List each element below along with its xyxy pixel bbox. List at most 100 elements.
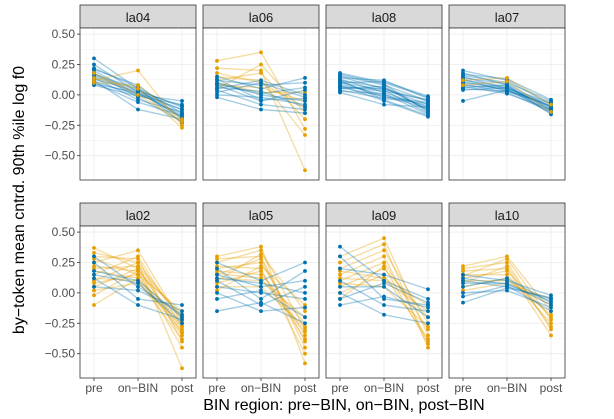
data-point: [505, 75, 509, 80]
data-point: [338, 78, 342, 83]
data-point: [303, 107, 307, 112]
panel-border: [79, 27, 197, 181]
data-point: [259, 62, 263, 67]
data-point: [136, 254, 140, 259]
data-point: [461, 281, 465, 286]
panel-la02: la02 0.50 0.25 0.00 −0.25 −0.50 pre on−BIN post: [45, 202, 197, 395]
data-point: [426, 105, 430, 109]
data-point: [549, 312, 553, 317]
data-point: [505, 260, 509, 265]
x-tick-label: pre: [208, 381, 226, 395]
data-point: [303, 315, 307, 320]
data-point: [549, 102, 553, 107]
data-point: [92, 260, 96, 265]
data-point: [549, 333, 553, 338]
data-point: [303, 309, 307, 314]
data-point: [505, 256, 509, 261]
data-point: [180, 125, 184, 130]
data-point: [215, 266, 219, 271]
data-point: [215, 71, 219, 75]
data-point: [92, 67, 96, 72]
data-point: [259, 244, 263, 249]
data-point: [136, 281, 140, 286]
data-point: [338, 278, 342, 283]
data-point: [136, 269, 140, 273]
data-point: [259, 71, 263, 75]
data-point: [92, 62, 96, 67]
data-point: [180, 99, 184, 103]
data-point: [180, 331, 184, 335]
data-point: [549, 305, 553, 310]
data-point: [303, 260, 307, 265]
y-tick-label: 0.50: [52, 225, 76, 239]
data-point: [505, 88, 509, 92]
data-point: [549, 317, 553, 322]
x-axis-title: BIN region: pre−BIN, on−BIN, post−BIN: [203, 397, 484, 414]
data-point: [461, 99, 465, 103]
facet-panels: la04 0.50 0.25 0.00 −0.25 −0.50 la06 la08 la07 la…: [45, 4, 566, 395]
data-point: [505, 79, 509, 84]
data-point: [259, 252, 263, 256]
data-point: [303, 305, 307, 310]
data-point: [382, 284, 386, 289]
data-point: [259, 91, 263, 96]
data-point: [136, 260, 140, 265]
data-point: [180, 107, 184, 112]
data-point: [92, 276, 96, 281]
data-point: [303, 329, 307, 334]
data-point: [215, 290, 219, 295]
data-point: [92, 250, 96, 255]
data-point: [259, 269, 263, 273]
panel-la06: la06: [202, 4, 320, 181]
data-point: [382, 91, 386, 96]
data-point: [303, 284, 307, 289]
data-point: [92, 303, 96, 307]
panel-la07: la07: [448, 4, 566, 181]
data-point: [259, 107, 263, 112]
data-point: [215, 58, 219, 63]
data-point: [303, 127, 307, 131]
data-point: [549, 110, 553, 114]
panel-border: [202, 27, 320, 181]
data-point: [303, 297, 307, 301]
data-point: [338, 303, 342, 307]
data-point: [426, 110, 430, 114]
data-point: [338, 290, 342, 295]
data-point: [92, 254, 96, 259]
data-point: [92, 284, 96, 289]
panel-border: [325, 27, 443, 181]
data-point: [426, 297, 430, 301]
data-point: [382, 236, 386, 241]
data-point: [215, 86, 219, 91]
x-tick-label: pre: [85, 381, 103, 395]
data-point: [303, 96, 307, 101]
data-point: [180, 317, 184, 322]
data-point: [505, 272, 509, 277]
data-point: [426, 333, 430, 338]
y-tick-label: 0.25: [52, 57, 76, 71]
data-point: [259, 264, 263, 269]
data-point: [549, 295, 553, 300]
data-point: [259, 78, 263, 83]
data-point: [382, 312, 386, 317]
data-point: [505, 282, 509, 287]
panel-title: la08: [372, 10, 397, 25]
data-point: [426, 287, 430, 292]
data-point: [461, 272, 465, 277]
data-point: [461, 88, 465, 92]
data-point: [259, 256, 263, 261]
data-point: [259, 288, 263, 293]
y-axis-title: by−token mean cntrd. 90th %ile log f0: [11, 66, 28, 334]
data-point: [303, 321, 307, 326]
data-point: [92, 272, 96, 277]
data-point: [92, 71, 96, 75]
data-point: [505, 269, 509, 273]
data-point: [215, 256, 219, 261]
x-tick-label: on−BIN: [487, 381, 527, 395]
data-point: [303, 111, 307, 116]
data-point: [180, 345, 184, 350]
data-point: [136, 288, 140, 293]
data-point: [426, 309, 430, 314]
data-point: [338, 72, 342, 77]
data-point: [259, 248, 263, 253]
